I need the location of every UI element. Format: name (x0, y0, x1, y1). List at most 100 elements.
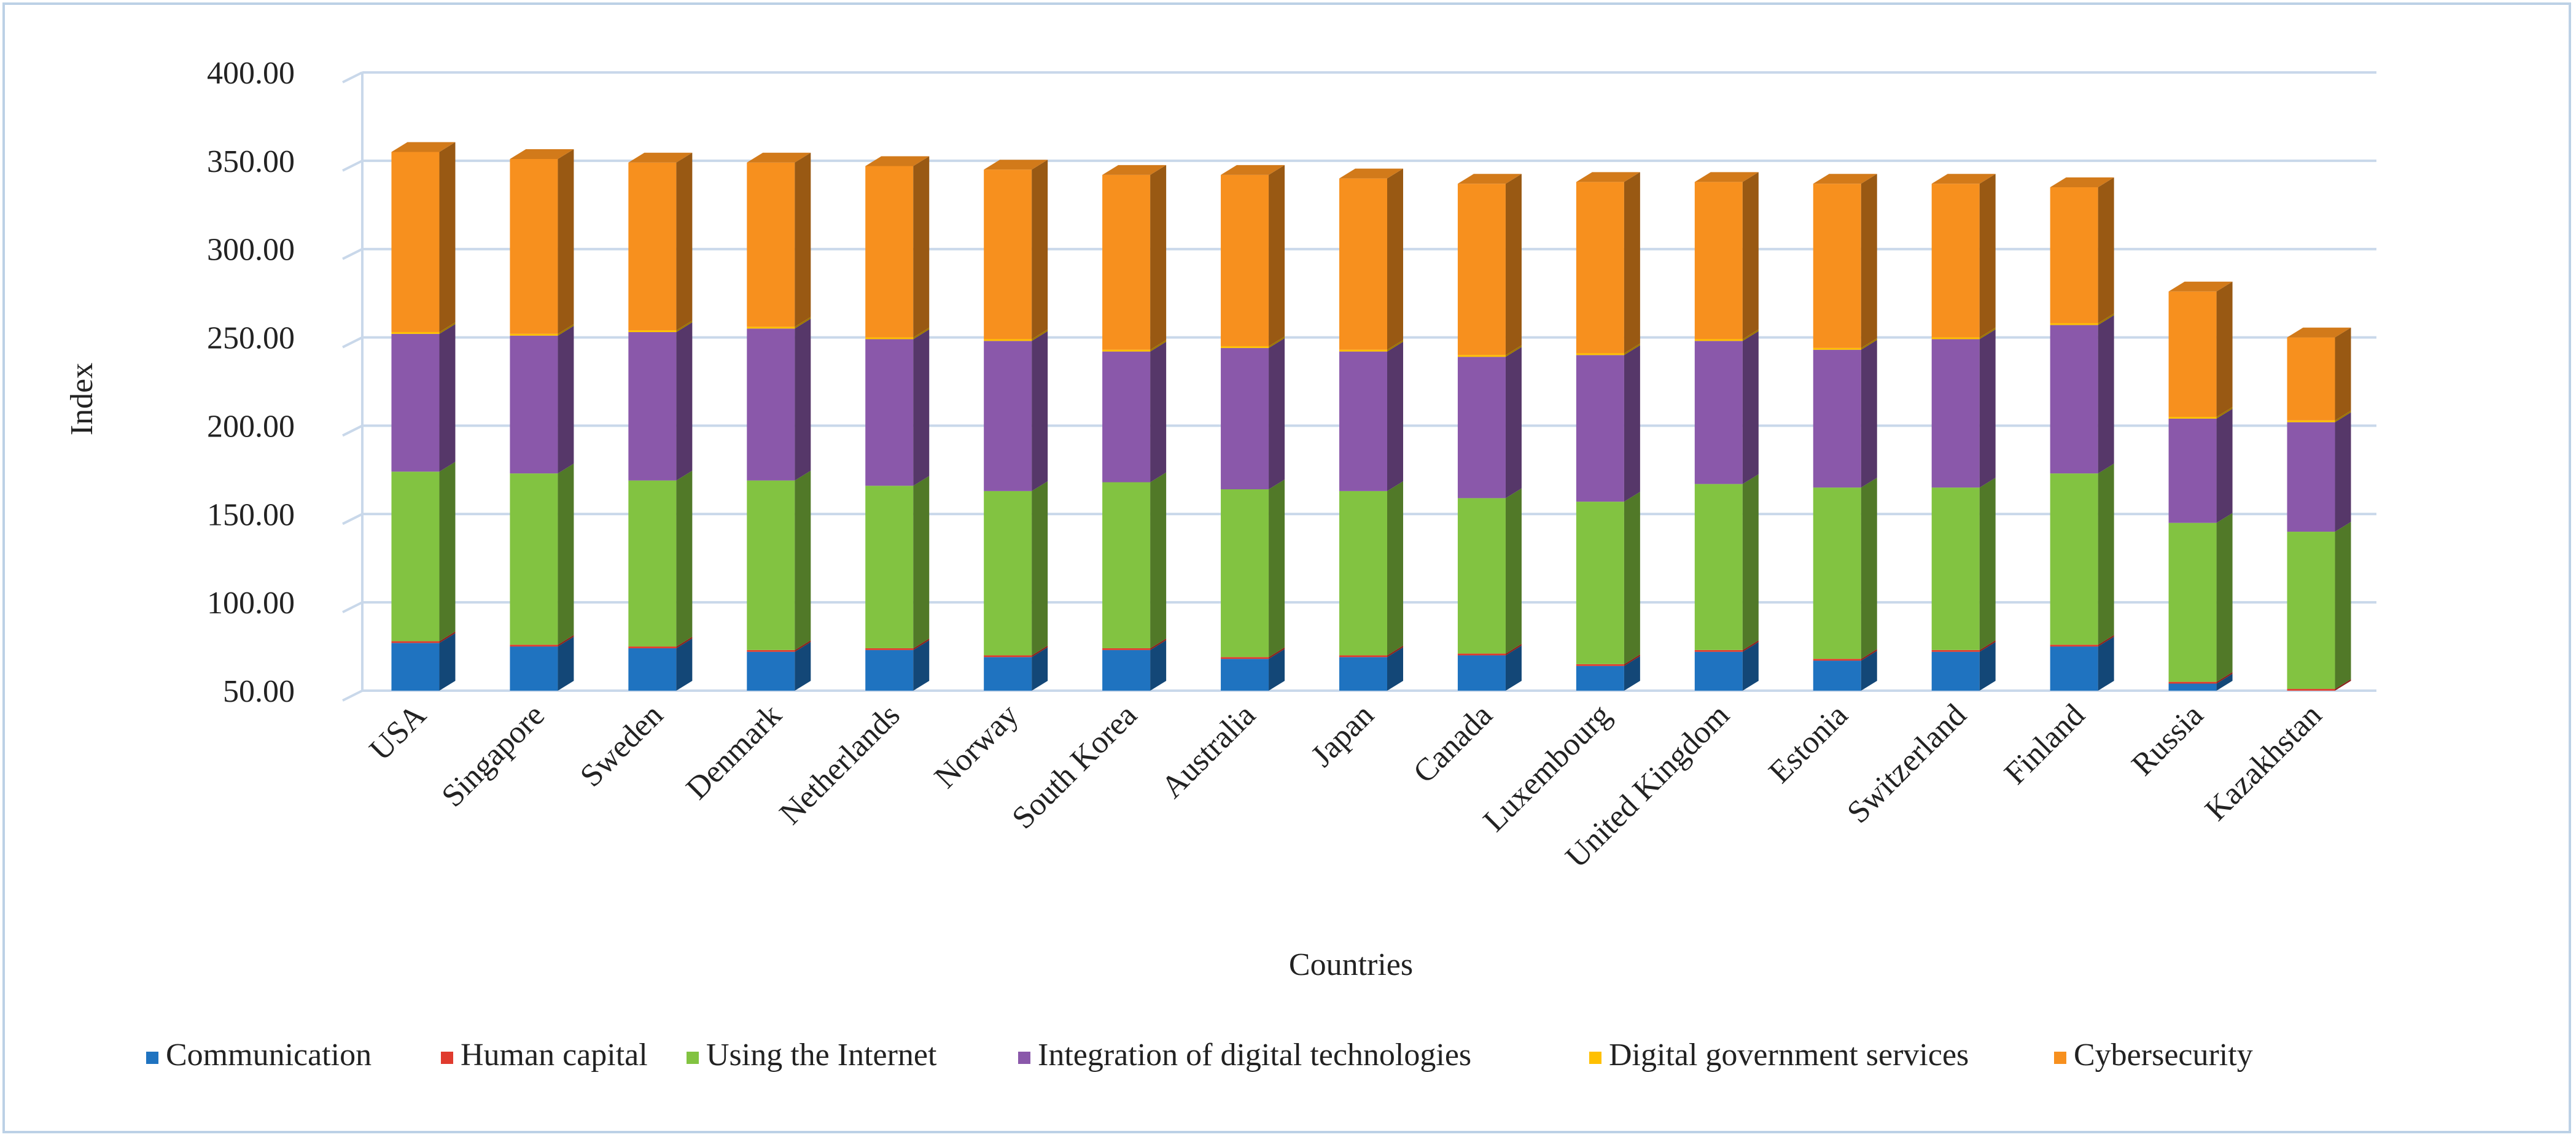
bar-front (1576, 182, 1624, 354)
y-tick-label: 400.00 (207, 56, 295, 91)
bar-front (865, 339, 914, 486)
bar-side (2216, 672, 2233, 684)
bar-top (1102, 165, 1167, 175)
bar-front (510, 333, 558, 336)
bar-front (1931, 650, 1980, 652)
bar-segment (1102, 165, 1167, 350)
bar-side (1032, 160, 1048, 340)
bar-segment (1576, 172, 1640, 354)
bar-side (1742, 640, 1759, 652)
y-tick-label: 100.00 (207, 586, 295, 621)
legend-label: Human capital (461, 1038, 648, 1073)
bar-front (865, 166, 914, 338)
bar-front (628, 480, 677, 647)
bar-side (2098, 177, 2114, 324)
bar-front (2050, 187, 2098, 324)
bar-front (1102, 174, 1151, 350)
bar-segment (747, 642, 811, 691)
bar-side (1861, 338, 1877, 350)
bar-side (795, 319, 811, 481)
bar-segment (391, 633, 456, 691)
bar-top (391, 142, 456, 152)
bar-segment (2168, 673, 2233, 691)
bar-front (391, 641, 440, 643)
bar-segment (2287, 412, 2351, 532)
bar-side (1032, 481, 1048, 656)
bar-segment (1102, 638, 1167, 650)
bar-side (913, 156, 930, 338)
bar-segment (1339, 481, 1403, 656)
bar-top (2168, 281, 2233, 292)
bar-side (2098, 635, 2114, 647)
bar-front (1221, 174, 1269, 346)
bar-side (1269, 647, 1285, 659)
bar-front (628, 162, 677, 331)
bar-front (1576, 666, 1624, 691)
x-category-label: Australia (1154, 697, 1262, 805)
bar-segment (628, 470, 693, 647)
bar-side (558, 635, 574, 647)
bar-side (1387, 168, 1403, 350)
x-category-label: Estonia (1762, 697, 1855, 790)
bar-front (1813, 659, 1861, 661)
legend-label: Communication (166, 1038, 372, 1073)
bar-segment (1694, 329, 1759, 341)
bar-side (1624, 172, 1640, 354)
bar-front (1931, 339, 1980, 488)
bar-segment (1931, 174, 1996, 338)
bar-segment (1221, 647, 1285, 659)
bar-front (1931, 651, 1980, 691)
bar-side (1150, 640, 1167, 691)
bar-side (2335, 327, 2351, 421)
x-category-label: Netherlands (773, 697, 907, 831)
bar-segment (1221, 479, 1285, 658)
bar-segment (1102, 640, 1167, 691)
bar-side (2335, 522, 2351, 689)
bar-side (1505, 645, 1522, 691)
bar-segment (391, 322, 456, 334)
bar-side (1387, 647, 1403, 691)
bar-side (795, 317, 811, 329)
bar-side (1861, 174, 1877, 348)
bar-front (865, 337, 914, 340)
bar-front (1221, 489, 1269, 658)
bar-front (1221, 659, 1269, 691)
x-category-label: Finland (1998, 697, 2092, 791)
bar-front (2287, 337, 2335, 421)
bar-side (1505, 643, 1522, 656)
bar-front (391, 332, 440, 334)
bar-segment (1931, 478, 1996, 650)
bar-segment (2050, 313, 2114, 325)
bar-top (2050, 177, 2114, 188)
x-category-label: Denmark (680, 697, 788, 806)
bar-segment (1813, 338, 1877, 350)
bar-side (1979, 329, 1996, 488)
bar-segment (2168, 408, 2233, 523)
bar-front (2050, 325, 2098, 474)
bar-side (2335, 410, 2351, 422)
bar-front (984, 339, 1032, 341)
bar-top (865, 156, 930, 166)
bar-front (984, 491, 1032, 656)
bar-top (984, 160, 1048, 170)
bar-segment (1576, 345, 1640, 502)
bar-front (628, 648, 677, 691)
bar-side (1742, 329, 1759, 341)
legend-swatch (687, 1052, 699, 1064)
bar-front (628, 330, 677, 332)
bar-side (439, 322, 456, 334)
bar-front (2287, 420, 2335, 422)
bar-segment (2050, 315, 2114, 474)
bar-front (1694, 341, 1743, 484)
bar-segment (1221, 649, 1285, 691)
bar-side (1742, 331, 1759, 484)
bar-top (1694, 172, 1759, 182)
bar-segment (747, 319, 811, 481)
bar-segment (1221, 338, 1285, 490)
bar-side (795, 470, 811, 650)
y-tick-label: 300.00 (207, 233, 295, 268)
bar-front (1694, 182, 1743, 340)
bar-front (2168, 417, 2217, 419)
bar-segment (510, 324, 574, 336)
bar-side (913, 327, 930, 340)
